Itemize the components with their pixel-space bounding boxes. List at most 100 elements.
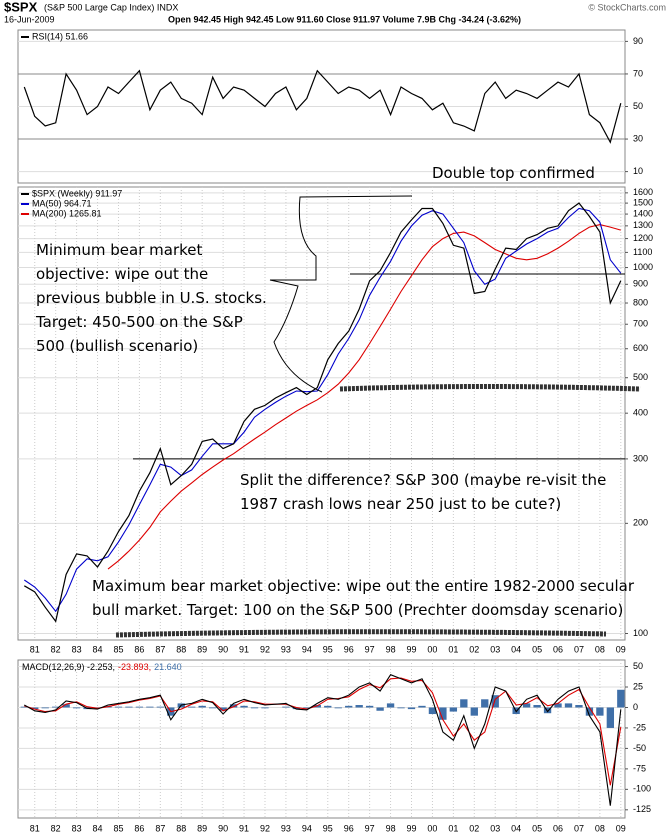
x-tick-label: 05 bbox=[532, 823, 542, 833]
histogram-bar bbox=[41, 707, 49, 709]
x-tick-label: 82 bbox=[51, 823, 61, 833]
series-line bbox=[24, 677, 622, 786]
x-tick-label: 99 bbox=[406, 644, 416, 654]
x-tick-label: 94 bbox=[302, 823, 312, 833]
x-tick-label: 07 bbox=[574, 644, 584, 654]
histogram-bar bbox=[125, 706, 133, 708]
x-tick-label: 92 bbox=[260, 644, 270, 654]
x-tick-label: 04 bbox=[511, 823, 521, 833]
histogram-bar bbox=[250, 707, 259, 709]
x-tick-label: 00 bbox=[427, 644, 437, 654]
histogram-bar bbox=[575, 705, 583, 708]
x-tick-label: 83 bbox=[72, 823, 82, 833]
y-tick-label: 50 bbox=[633, 101, 643, 111]
x-tick-label: 02 bbox=[469, 644, 479, 654]
date: 16-Jun-2009 bbox=[4, 14, 55, 24]
y-tick-label: 400 bbox=[633, 408, 648, 418]
series-line bbox=[23, 69, 622, 144]
y-tick-label: 600 bbox=[633, 343, 648, 353]
histogram-bar bbox=[491, 695, 499, 708]
annotation: Minimum bear market objective: wipe out t… bbox=[35, 241, 267, 355]
legend-entry: RSI(14) 51.66 bbox=[32, 31, 88, 41]
x-tick-label: 93 bbox=[281, 823, 291, 833]
annotation-line: Double top confirmed bbox=[432, 164, 595, 182]
histogram-bar bbox=[345, 705, 353, 708]
histogram-bar bbox=[72, 707, 81, 709]
x-tick-label: 85 bbox=[113, 823, 123, 833]
x-tick-label: 81 bbox=[30, 823, 40, 833]
annotation: Split the difference? S&P 300 (maybe re-… bbox=[240, 471, 606, 513]
histogram-bar bbox=[449, 707, 458, 712]
panel-frame bbox=[17, 659, 626, 819]
x-tick-label: 96 bbox=[344, 823, 354, 833]
quote: Open 942.45 High 942.45 Low 911.60 Close… bbox=[168, 14, 521, 24]
x-tick-label: 00 bbox=[427, 823, 437, 833]
y-tick-label: -50 bbox=[633, 743, 646, 753]
annotation: Maximum bear market objective: wipe out … bbox=[92, 577, 635, 619]
x-tick-label: 98 bbox=[386, 644, 396, 654]
y-tick-label: 1400 bbox=[633, 208, 653, 218]
target-band bbox=[115, 629, 607, 638]
histogram-bar bbox=[564, 703, 573, 708]
annotation-line: Maximum bear market objective: wipe out … bbox=[92, 577, 635, 595]
histogram-bar bbox=[606, 707, 615, 728]
annotation: Double top confirmed bbox=[432, 164, 595, 182]
annotation-line: 500 (bullish scenario) bbox=[36, 337, 198, 355]
watermark: © StockCharts.com bbox=[588, 2, 666, 12]
histogram-bar bbox=[543, 707, 552, 714]
histogram-bar bbox=[522, 703, 531, 708]
y-tick-label: 1100 bbox=[633, 247, 652, 257]
x-tick-label: 05 bbox=[532, 644, 542, 654]
histogram-bar bbox=[533, 705, 541, 708]
x-tick-label: 97 bbox=[365, 823, 375, 833]
x-tick-label: 94 bbox=[302, 644, 312, 654]
legend-entry: $SPX (Weekly) 911.97 bbox=[32, 188, 122, 198]
histogram-bar bbox=[407, 707, 416, 710]
annotation-line: Target: 450-500 on the S&P bbox=[35, 313, 243, 331]
x-tick-label: 87 bbox=[155, 823, 165, 833]
y-tick-label: 200 bbox=[633, 518, 648, 528]
legend-entry: 21.640 bbox=[154, 662, 182, 672]
legend-entry: MACD(12,26,9) -2.253, bbox=[22, 662, 115, 672]
y-tick-label: 1500 bbox=[633, 197, 653, 207]
histogram-bar bbox=[240, 705, 248, 708]
x-tick-label: 90 bbox=[218, 644, 228, 654]
x-tick-label: 03 bbox=[490, 823, 500, 833]
series-line bbox=[24, 674, 622, 806]
histogram-bar bbox=[386, 703, 395, 708]
histogram-bar bbox=[324, 705, 332, 708]
histogram-bar bbox=[31, 707, 39, 710]
y-tick-label: 30 bbox=[633, 133, 643, 143]
x-tick-label: 86 bbox=[134, 823, 144, 833]
x-tick-label: 86 bbox=[134, 644, 144, 654]
annotation-line: Split the difference? S&P 300 (maybe re-… bbox=[240, 471, 606, 489]
x-tick-label: 04 bbox=[511, 644, 521, 654]
histogram-bar bbox=[198, 705, 206, 708]
x-tick-label: 83 bbox=[72, 644, 82, 654]
y-tick-label: 100 bbox=[633, 628, 648, 638]
y-tick-label: 50 bbox=[633, 661, 643, 671]
y-tick-label: 300 bbox=[633, 453, 648, 463]
y-tick-label: 90 bbox=[633, 36, 643, 46]
x-tick-label: 07 bbox=[574, 823, 584, 833]
legend: MACD(12,26,9) -2.253, -23.893, 21.640 bbox=[22, 662, 182, 672]
histogram-bar bbox=[439, 707, 447, 720]
x-tick-label: 03 bbox=[490, 644, 500, 654]
x-tick-label: 95 bbox=[323, 644, 333, 654]
x-tick-label: 87 bbox=[155, 644, 165, 654]
x-tick-label: 99 bbox=[406, 823, 416, 833]
y-tick-label: 800 bbox=[633, 297, 648, 307]
x-tick-label: 89 bbox=[197, 644, 207, 654]
y-tick-label: 1200 bbox=[633, 233, 653, 243]
x-tick-label: 01 bbox=[448, 823, 458, 833]
histogram-bar bbox=[418, 705, 426, 708]
y-tick-label: 1600 bbox=[633, 187, 653, 197]
y-tick-label: -100 bbox=[633, 784, 651, 794]
x-tick-label: 88 bbox=[176, 823, 186, 833]
x-tick-label: 81 bbox=[30, 644, 40, 654]
histogram-bar bbox=[114, 706, 123, 708]
y-tick-label: 1300 bbox=[633, 220, 653, 230]
histogram-bar bbox=[135, 706, 144, 708]
x-tick-label: 08 bbox=[595, 823, 605, 833]
